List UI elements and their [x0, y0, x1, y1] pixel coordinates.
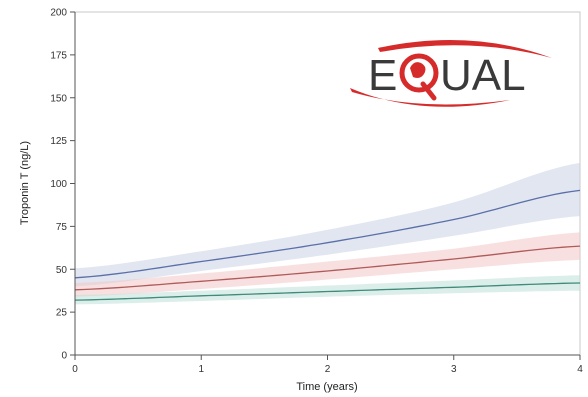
x-tick-label-3: 3	[451, 364, 457, 375]
equal-logo: E UAL	[350, 40, 552, 107]
logo-swoosh-top	[378, 40, 552, 58]
logo-text-left: E	[368, 51, 397, 100]
confidence-band-0	[75, 162, 580, 287]
x-tick-label-2: 2	[325, 364, 331, 375]
y-tick-label-100: 100	[50, 179, 67, 190]
y-tick-label-50: 50	[56, 265, 68, 276]
x-tick-label-4: 4	[577, 364, 583, 375]
kidney-q-icon	[399, 53, 439, 101]
series-line-0	[74, 189, 581, 279]
x-tick-label-1: 1	[198, 364, 204, 375]
y-tick-label-200: 200	[50, 8, 67, 19]
series-lines	[74, 189, 581, 301]
series-line-1	[74, 245, 581, 291]
axes: 0 25 50 75 100 125 150 175 200 0 1 2 3 4	[50, 8, 583, 376]
y-tick-label-125: 125	[50, 136, 67, 147]
x-tick-label-0: 0	[72, 364, 78, 375]
confidence-bands	[75, 162, 580, 305]
y-tick-label-150: 150	[50, 93, 67, 104]
series-line-2	[74, 282, 581, 301]
confidence-band-2	[75, 275, 580, 305]
y-tick-label-0: 0	[61, 351, 67, 362]
x-axis-label: Time (years)	[296, 381, 357, 393]
y-tick-label-25: 25	[56, 308, 68, 319]
confidence-band-1	[75, 232, 580, 297]
y-tick-label-175: 175	[50, 50, 67, 61]
y-tick-label-75: 75	[56, 222, 68, 233]
logo-text-right: UAL	[440, 51, 526, 100]
y-axis-label: Troponin T (ng/L)	[19, 141, 31, 225]
